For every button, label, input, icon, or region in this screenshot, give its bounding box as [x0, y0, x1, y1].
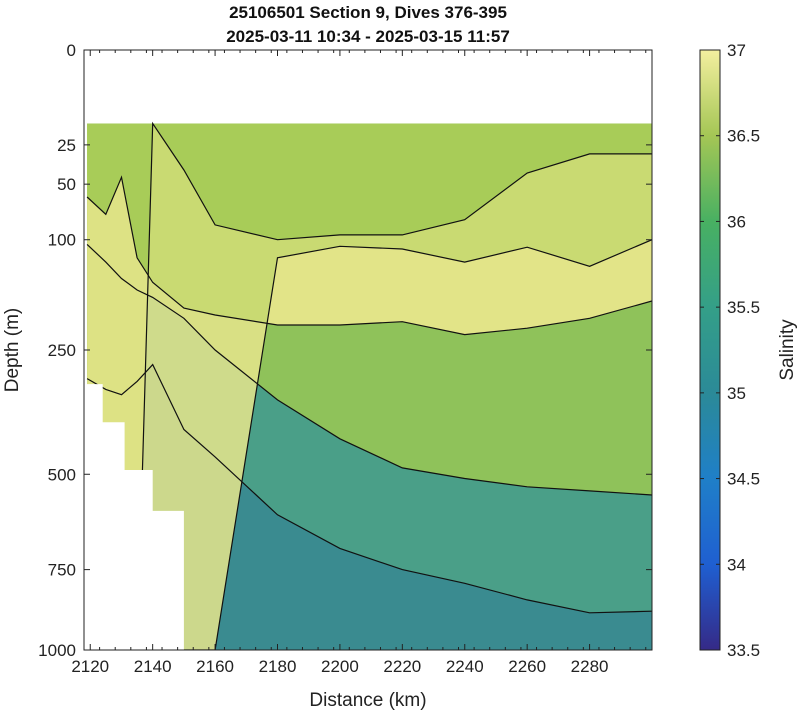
y-tick-label: 1000	[38, 641, 76, 660]
x-tick-label: 2180	[259, 657, 297, 676]
y-tick-label: 500	[48, 465, 76, 484]
y-tick-label: 750	[48, 561, 76, 580]
colorbar-label: Salinity	[777, 319, 798, 381]
x-tick-label: 2260	[508, 657, 546, 676]
x-tick-label: 2200	[321, 657, 359, 676]
contour-line-35-5	[86, 243, 652, 496]
y-tick-label: 100	[48, 231, 76, 250]
x-tick-label: 2160	[196, 657, 234, 676]
x-tick-label: 2140	[134, 657, 172, 676]
band-salinity-max	[87, 177, 652, 650]
colorbar-tick-label: 35	[727, 384, 746, 403]
x-tick-label: 2280	[571, 657, 609, 676]
y-tick-label: 50	[57, 175, 76, 194]
colorbar-tick-label: 34.5	[727, 470, 760, 489]
contour-line-36-5	[87, 121, 652, 650]
y-tick-label: 25	[57, 136, 76, 155]
y-tick-label: 0	[67, 41, 76, 60]
colorbar-tick-label: 36.5	[727, 127, 760, 146]
y-axis-label: Depth (m)	[2, 308, 23, 392]
chart-subtitle: 2025-03-11 10:34 - 2025-03-15 11:57	[226, 27, 510, 46]
colorbar-tick-label: 33.5	[727, 641, 760, 660]
chart-title: 25106501 Section 9, Dives 376-395	[229, 3, 507, 22]
contour-line-36	[86, 175, 652, 336]
plot-area	[84, 50, 652, 650]
colorbar-tick-label: 37	[727, 41, 746, 60]
y-tick-label: 250	[48, 341, 76, 360]
x-tick-label: 2240	[446, 657, 484, 676]
x-tick-label: 2220	[383, 657, 421, 676]
colorbar-tick-label: 36	[727, 212, 746, 231]
x-axis-label: Distance (km)	[309, 690, 426, 711]
colorbar-tick-label: 34	[727, 555, 746, 574]
band-surface-mixed	[87, 123, 652, 650]
bottom-mask	[84, 384, 184, 650]
colorbar	[699, 49, 721, 651]
contour-line-35	[86, 363, 652, 614]
x-tick-label: 2120	[71, 657, 109, 676]
colorbar-tick-label: 35.5	[727, 298, 760, 317]
contour-line-36-7	[87, 239, 652, 650]
